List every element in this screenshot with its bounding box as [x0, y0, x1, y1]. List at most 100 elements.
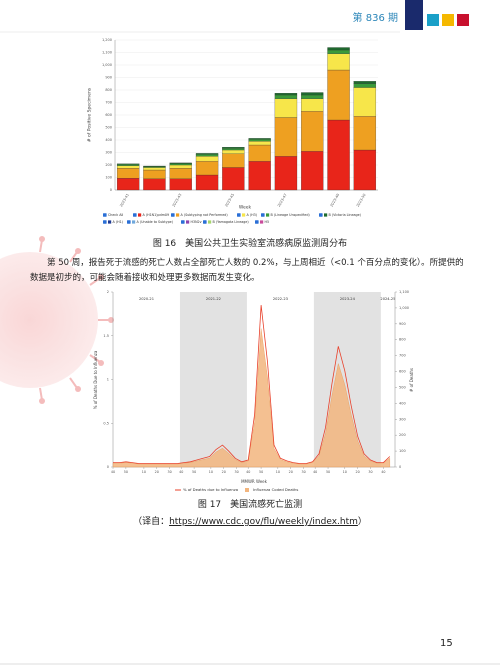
bar-segment — [222, 148, 245, 151]
y-tick-label: 100 — [105, 176, 112, 180]
bar-segment — [327, 53, 350, 71]
y-tick-label: 1,100 — [102, 51, 112, 55]
bar-segment — [248, 138, 271, 140]
bar-segment — [353, 81, 377, 84]
y2-tick-label: 900 — [399, 322, 406, 326]
legend-label: A (H3) — [247, 213, 257, 217]
y2-tick-label: 0 — [399, 465, 401, 469]
bar-segment — [169, 162, 192, 164]
legend-label: B (Yamagata Lineage) — [213, 220, 249, 224]
y-tick-label: 2 — [107, 290, 109, 294]
bar-segment — [248, 161, 271, 191]
y-tick-label: 0 — [110, 188, 112, 192]
y2-tick-label: 800 — [399, 338, 406, 342]
y-axis-label: % of Deaths Due to Influenza — [93, 350, 98, 409]
y-tick-label: 400 — [105, 138, 112, 142]
bar-segment — [353, 149, 377, 191]
bar-segment — [169, 164, 192, 169]
legend-label: Check All — [108, 213, 123, 217]
x-tick-label: 40 — [381, 470, 385, 474]
bar-segment — [169, 168, 192, 179]
line — [113, 305, 391, 464]
x-tick-label: 20 — [155, 470, 159, 474]
legend-swatch — [176, 213, 180, 217]
legend-swatch — [132, 220, 136, 224]
y2-tick-label: 200 — [399, 433, 406, 437]
bar-segment — [143, 167, 166, 171]
x-tick-label: 20 — [289, 470, 293, 474]
legend-checkbox — [261, 213, 265, 217]
legend-label: H5 — [265, 220, 270, 224]
season-label: 2020-21 — [139, 297, 154, 301]
x-tick-label: 2023-43 — [172, 193, 183, 208]
source: （译自：https://www.cdc.gov/flu/weekly/index… — [0, 514, 500, 527]
season-label: 2021-22 — [206, 297, 221, 301]
legend-checkbox — [127, 220, 131, 224]
bar-segment — [301, 94, 324, 99]
y2-tick-label: 600 — [399, 370, 406, 374]
y-tick-label: 300 — [105, 151, 112, 155]
bar-segment — [143, 166, 166, 168]
bar-segment — [248, 141, 271, 146]
legend-checkbox — [237, 213, 241, 217]
y-axis-label: # of Positive Specimens — [87, 87, 93, 142]
issue: 第 836 期 — [353, 11, 398, 24]
bar-segment — [169, 163, 192, 166]
bar-segment — [327, 69, 350, 121]
legend-swatch — [266, 213, 270, 217]
header-block — [405, 0, 423, 30]
x-tick-label: 30 — [168, 470, 172, 474]
bar-segment — [353, 87, 377, 117]
legend-label: A (H1) — [113, 220, 123, 224]
bar-segment — [353, 83, 377, 88]
bar-segment — [248, 144, 271, 162]
x-axis-label: Week — [239, 205, 252, 211]
legend-label: H3N2v — [191, 220, 202, 224]
y2-axis-label: # of Deaths — [409, 368, 414, 392]
bar-segment — [327, 119, 350, 191]
y-tick-label: 700 — [105, 101, 112, 105]
bar-segment — [301, 111, 324, 152]
source-prefix: （译自： — [133, 517, 170, 527]
legend-checkbox — [171, 213, 175, 217]
legend-label: A (H1N1)pdm09 — [143, 213, 170, 217]
x-tick-label: 10 — [142, 470, 146, 474]
x-tick-label: 2023-45 — [224, 193, 235, 208]
bar-segment — [327, 47, 350, 51]
source-suffix: ） — [357, 517, 367, 527]
bar-segment — [116, 164, 140, 166]
x-tick-label: 2023-50 — [356, 193, 367, 208]
header-block — [457, 14, 469, 26]
season-label: 2023-24 — [340, 297, 356, 301]
x-tick-label: 20 — [222, 470, 226, 474]
bar-segment — [116, 163, 140, 165]
caption: 图 17 美国流感死亡监测 — [197, 500, 303, 510]
bar-segment — [301, 92, 324, 96]
y-tick-label: 0.5 — [103, 421, 109, 425]
legend-label: A (Subtyping not Performed) — [181, 213, 228, 217]
x-tick-label: 2023-41 — [119, 193, 130, 208]
y2-tick-label: 700 — [399, 354, 406, 358]
x-tick-label: 10 — [209, 470, 213, 474]
season-band — [179, 292, 247, 467]
y-tick-label: 1 — [107, 378, 109, 382]
y2-tick-label: 400 — [399, 401, 406, 405]
bar-segment — [116, 168, 140, 179]
bar-segment — [274, 156, 298, 191]
season-label: 2024-25 — [380, 297, 395, 301]
legend-checkbox — [133, 213, 137, 217]
header-block — [442, 14, 454, 26]
bar-segment — [274, 94, 298, 99]
x-tick-label: 40 — [179, 470, 183, 474]
legend-checkbox — [181, 220, 185, 224]
legend-checkbox — [255, 220, 259, 224]
legend-swatch — [324, 213, 328, 217]
x-axis-label: MMWR Week — [241, 479, 268, 484]
legend-label: B (Victoria Lineage) — [329, 213, 361, 217]
bar-segment — [195, 153, 219, 155]
bar-segment — [248, 139, 271, 142]
source-link[interactable]: https://www.cdc.gov/flu/weekly/index.htm — [169, 517, 358, 527]
bar-segment — [327, 49, 350, 54]
legend-swatch — [108, 220, 112, 224]
page-number: 15 — [440, 638, 453, 649]
